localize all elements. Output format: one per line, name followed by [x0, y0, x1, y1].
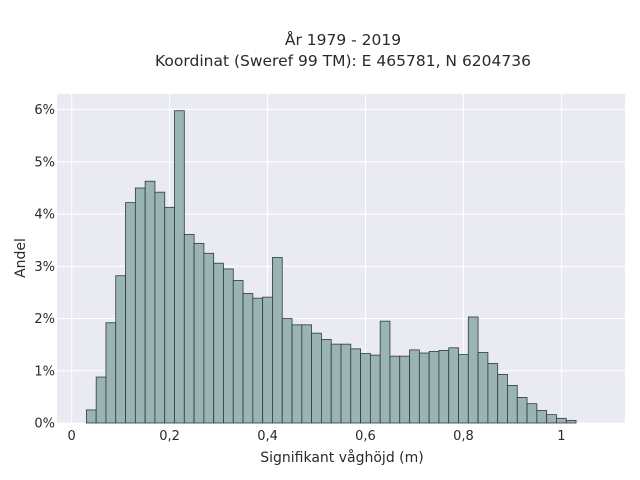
histogram-bar [223, 268, 234, 424]
histogram-bars [85, 110, 577, 424]
histogram-bar [369, 354, 381, 424]
histogram-bar [467, 316, 479, 424]
histogram-bar [389, 355, 401, 424]
histogram-bar [507, 384, 518, 424]
histogram-bar [242, 293, 254, 424]
histogram-bar [536, 410, 548, 424]
histogram-bar [144, 180, 156, 424]
histogram-bar [477, 352, 489, 424]
histogram-bar [330, 343, 342, 424]
y-tick-label: 0% [34, 417, 55, 432]
histogram-bar [134, 187, 146, 424]
histogram-bar [556, 417, 567, 424]
y-tick-label: 5% [34, 155, 55, 170]
x-tick-label: 1 [557, 429, 565, 444]
x-axis-ticks: 0 0,2 0,4 0,6 0,8 1 [68, 429, 566, 444]
x-tick-label: 0,8 [453, 429, 474, 444]
histogram-bar [379, 320, 391, 424]
histogram-bar [438, 350, 450, 424]
histogram-bar [350, 348, 361, 424]
histogram-bar [174, 110, 185, 424]
y-axis-ticks: 0% 1% 2% 3% 4% 5% 6% [34, 103, 55, 431]
x-tick-label: 0,6 [355, 429, 376, 444]
y-tick-label: 2% [34, 312, 55, 327]
x-tick-label: 0 [68, 429, 76, 444]
histogram-bar [115, 275, 126, 424]
x-tick-label: 0,2 [159, 429, 180, 444]
histogram-bar [428, 351, 440, 424]
histogram-bar [252, 297, 264, 424]
histogram-bar [311, 332, 322, 424]
histogram-bar [183, 234, 195, 424]
histogram-bar [321, 339, 332, 424]
histogram-bar [399, 355, 410, 424]
histogram-bar [193, 242, 205, 424]
y-tick-label: 1% [34, 364, 55, 379]
histogram-bar [340, 343, 352, 424]
chart-subtitle: Koordinat (Sweref 99 TM): E 465781, N 62… [155, 52, 531, 70]
histogram-bar [291, 324, 303, 424]
histogram-bar [232, 280, 244, 424]
histogram-bar [526, 403, 538, 424]
x-axis-label: Signifikant våghöjd (m) [260, 449, 423, 466]
histogram-bar [272, 257, 283, 424]
histogram-bar [105, 322, 117, 424]
histogram-bar [203, 252, 215, 424]
histogram-bar [213, 262, 224, 424]
histogram-bar [125, 202, 136, 424]
x-tick-label: 0,4 [257, 429, 278, 444]
y-tick-label: 4% [34, 208, 55, 223]
histogram-bar [565, 419, 577, 424]
histogram-bar [85, 409, 97, 424]
histogram-bar [448, 347, 459, 424]
histogram-bar [497, 374, 508, 424]
histogram-bar [262, 296, 273, 424]
histogram-bar [458, 354, 469, 424]
histogram-bar [546, 414, 557, 424]
histogram-bar [418, 352, 430, 424]
histogram-bar [409, 349, 420, 424]
chart-title: År 1979 - 2019 [285, 30, 401, 49]
histogram-bar [516, 397, 528, 424]
y-tick-label: 6% [34, 103, 55, 118]
histogram-bar [360, 353, 371, 424]
histogram-bar [301, 324, 313, 424]
histogram-bar [164, 206, 175, 424]
histogram-bar [281, 318, 293, 424]
histogram-bar [95, 376, 107, 424]
histogram-bar [154, 191, 166, 424]
histogram-bar [487, 363, 499, 424]
y-axis-label: Andel [13, 238, 29, 278]
y-tick-label: 3% [34, 260, 55, 275]
